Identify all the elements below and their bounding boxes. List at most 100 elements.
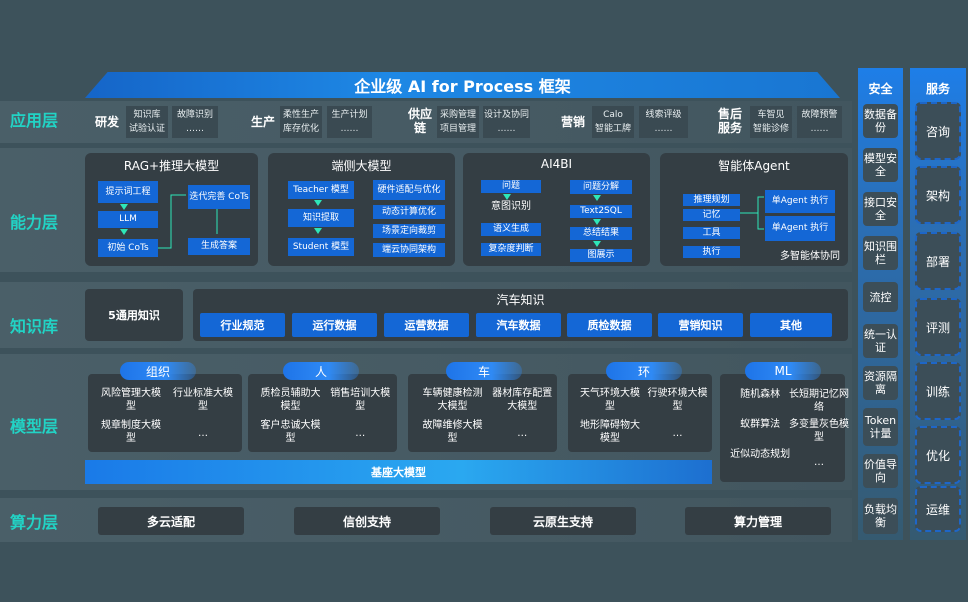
ability-step[interactable]: 记忆 [683,209,740,221]
ability-step[interactable]: 意图识别 [491,201,531,212]
app-item-box[interactable]: 设计及协同 …… [483,106,530,138]
ability-step[interactable]: 初始 CoTs [98,239,158,257]
ability-step[interactable]: 总结结果 [570,227,632,240]
app-item-box[interactable]: Calo 智能工牌 [592,106,634,138]
model-item[interactable]: 行驶环境大模型 [647,388,708,412]
service-item[interactable]: 咨询 [915,102,961,160]
knowledge-chip[interactable]: 质检数据 [567,313,652,337]
ability-step[interactable]: Teacher 模型 [288,181,354,199]
service-item[interactable]: 架构 [915,166,961,224]
model-item[interactable]: 规章制度大模型 [101,420,161,444]
ability-step[interactable]: 单Agent 执行 [765,216,835,241]
ability-step[interactable]: 推理规划 [683,194,740,206]
knowledge-chip[interactable]: 运营数据 [384,313,469,337]
app-item[interactable]: 智能工牌 [594,124,631,134]
app-item[interactable]: 智能诊修 [752,124,789,134]
app-item[interactable]: Calo [603,110,623,120]
security-item[interactable]: 模型安全 [863,148,898,182]
model-item[interactable]: 客户忠诚大模型 [260,420,321,444]
compute-item[interactable]: 云原生支持 [490,507,636,535]
ability-step[interactable]: 场景定向裁剪 [373,224,445,238]
ability-step[interactable]: 图展示 [570,249,632,262]
ability-step[interactable]: Student 模型 [288,238,354,256]
app-item[interactable]: 试验认证 [128,124,165,134]
security-item[interactable]: 负载均衡 [863,498,898,534]
ability-step[interactable]: 执行 [683,246,740,258]
model-item[interactable]: 地形障碍物大模型 [580,420,640,444]
general-knowledge-box[interactable]: 5通用知识 [85,289,183,341]
model-item[interactable]: 多变量灰色模型 [789,419,850,443]
ability-step[interactable]: LLM [98,211,158,228]
security-item[interactable]: Token计量 [863,408,898,446]
app-item[interactable]: 生产计划 [331,110,368,120]
model-item[interactable]: … [814,457,825,468]
model-group-pill[interactable]: 环 [606,362,682,380]
security-item[interactable]: 流控 [863,282,898,312]
app-item-box[interactable]: 生产计划 …… [327,106,372,138]
model-item[interactable]: 天气环境大模型 [580,388,640,412]
model-item[interactable]: 行业标准大模型 [173,388,233,412]
model-item[interactable]: 随机森林 [740,389,781,400]
ability-step[interactable]: 单Agent 执行 [765,190,835,213]
knowledge-chip[interactable]: 汽车数据 [476,313,561,337]
security-item[interactable]: 统一认证 [863,324,898,358]
ability-step[interactable]: 动态计算优化 [373,205,445,219]
ability-step[interactable]: 工具 [683,227,740,239]
security-item[interactable]: 价值导向 [863,454,898,488]
security-item[interactable]: 接口安全 [863,192,898,226]
model-item[interactable]: 故障维修大模型 [422,420,483,444]
app-item-box[interactable]: 线索评级 …… [639,106,688,138]
ability-step[interactable]: 生成答案 [188,238,250,255]
service-item[interactable]: 部署 [915,232,961,290]
security-item[interactable]: 知识围栏 [863,236,898,270]
security-item[interactable]: 资源隔离 [863,366,898,400]
model-item[interactable]: … [517,428,528,439]
ability-step[interactable]: 语义生成 [481,223,541,236]
app-item[interactable]: 故障预警 [801,110,838,120]
model-group-pill[interactable]: ML [745,362,821,380]
compute-item[interactable]: 算力管理 [685,507,831,535]
app-item[interactable]: 项目管理 [439,124,476,134]
compute-item[interactable]: 信创支持 [294,507,440,535]
app-item[interactable]: 车智见 [757,110,785,120]
model-group-pill[interactable]: 车 [446,362,522,380]
ability-step[interactable]: 硬件适配与优化 [373,180,445,200]
app-item[interactable]: 知识库 [133,110,161,120]
ability-step[interactable]: 端云协同架构 [373,243,445,257]
ability-step[interactable]: 复杂度判断 [481,243,541,256]
model-item[interactable]: 质检员辅助大模型 [260,388,321,412]
app-item[interactable]: 库存优化 [282,124,319,134]
ability-step[interactable]: 提示词工程 [98,181,158,203]
model-item[interactable]: 长短期记忆网络 [789,389,850,413]
knowledge-chip[interactable]: 其他 [750,313,832,337]
app-item[interactable]: …… [340,124,359,134]
app-item[interactable]: …… [186,124,204,134]
model-item[interactable]: 近似动态规划 [730,449,791,460]
ability-step[interactable]: Text2SQL [570,205,632,218]
app-item[interactable]: 柔性生产 [282,110,319,120]
base-model-bar[interactable]: 基座大模型 [85,460,712,484]
compute-item[interactable]: 多云适配 [98,507,244,535]
security-item[interactable]: 数据备份 [863,104,898,138]
model-item[interactable]: 蚁群算法 [740,419,781,430]
model-group-pill[interactable]: 组织 [120,362,196,380]
ability-step[interactable]: 迭代完善 CoTs [188,185,250,209]
app-item-box[interactable]: 柔性生产 库存优化 [280,106,322,138]
ability-step[interactable]: 知识提取 [288,209,354,227]
model-item[interactable]: 器材库存配置大模型 [492,388,553,412]
app-item[interactable]: 故障识别 [176,110,213,120]
knowledge-chip[interactable]: 行业规范 [200,313,285,337]
service-item[interactable]: 运维 [915,486,961,532]
app-item[interactable]: …… [497,124,516,134]
app-item[interactable]: 线索评级 [645,110,682,120]
app-item-box[interactable]: 知识库 试验认证 [126,106,168,138]
knowledge-chip[interactable]: 运行数据 [292,313,377,337]
model-item[interactable]: 风险管理大模型 [101,388,161,412]
ability-step[interactable]: 问题分解 [570,180,632,194]
app-item-box[interactable]: 故障预警 …… [797,106,842,138]
app-item[interactable]: …… [654,124,673,134]
ability-step[interactable]: 问题 [481,180,541,193]
service-item[interactable]: 训练 [915,362,961,420]
service-item[interactable]: 评测 [915,298,961,356]
app-item-box[interactable]: 故障识别 …… [172,106,218,138]
